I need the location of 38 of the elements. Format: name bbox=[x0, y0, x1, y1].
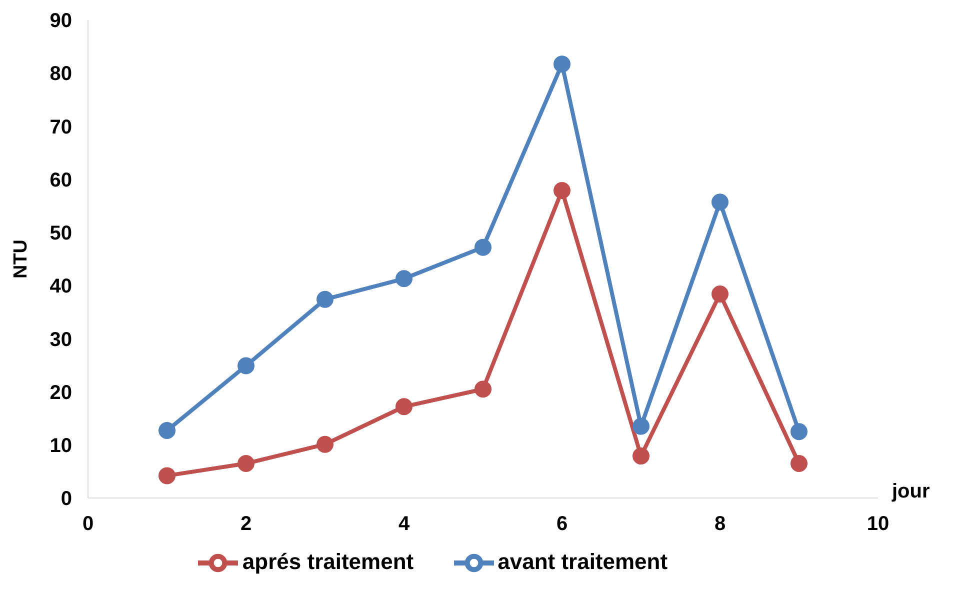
y-tick-label: 20 bbox=[50, 382, 72, 404]
x-tick-label: 10 bbox=[866, 513, 890, 536]
x-tick-label: 6 bbox=[556, 513, 568, 536]
point bbox=[238, 454, 254, 472]
legend-label: aprés traitement bbox=[242, 548, 414, 574]
point bbox=[632, 418, 650, 435]
point bbox=[474, 238, 492, 256]
y-tick-label: 60 bbox=[50, 169, 72, 192]
y-tick-label: 40 bbox=[50, 276, 72, 298]
point bbox=[474, 380, 492, 398]
legend-label: avant traitement bbox=[498, 548, 668, 574]
point bbox=[158, 467, 176, 484]
point bbox=[158, 422, 176, 440]
point bbox=[316, 290, 334, 308]
point bbox=[712, 194, 728, 211]
x-tick-label: 4 bbox=[398, 513, 410, 536]
point bbox=[712, 286, 728, 303]
y-tick-label: 70 bbox=[50, 116, 72, 138]
point bbox=[554, 182, 570, 199]
point bbox=[790, 423, 808, 440]
y-tick-label: 50 bbox=[50, 222, 72, 245]
point bbox=[396, 270, 412, 288]
point bbox=[554, 56, 570, 73]
point bbox=[396, 398, 412, 416]
point bbox=[632, 448, 650, 465]
point bbox=[790, 454, 808, 472]
x-tick-label: 8 bbox=[714, 513, 726, 536]
y-tick-label: 30 bbox=[50, 328, 72, 351]
y-axis-title: NTU bbox=[10, 239, 32, 279]
x-tick-label: 2 bbox=[240, 513, 252, 536]
x-axis-title: jour bbox=[891, 480, 930, 503]
point bbox=[316, 436, 334, 453]
point bbox=[238, 357, 254, 374]
x-tick-label: 0 bbox=[82, 513, 94, 536]
y-tick-label: 80 bbox=[50, 63, 72, 86]
y-tick-label: 0 bbox=[60, 488, 72, 510]
y-tick-label: 10 bbox=[50, 434, 72, 457]
y-tick-label: 90 bbox=[50, 10, 72, 32]
